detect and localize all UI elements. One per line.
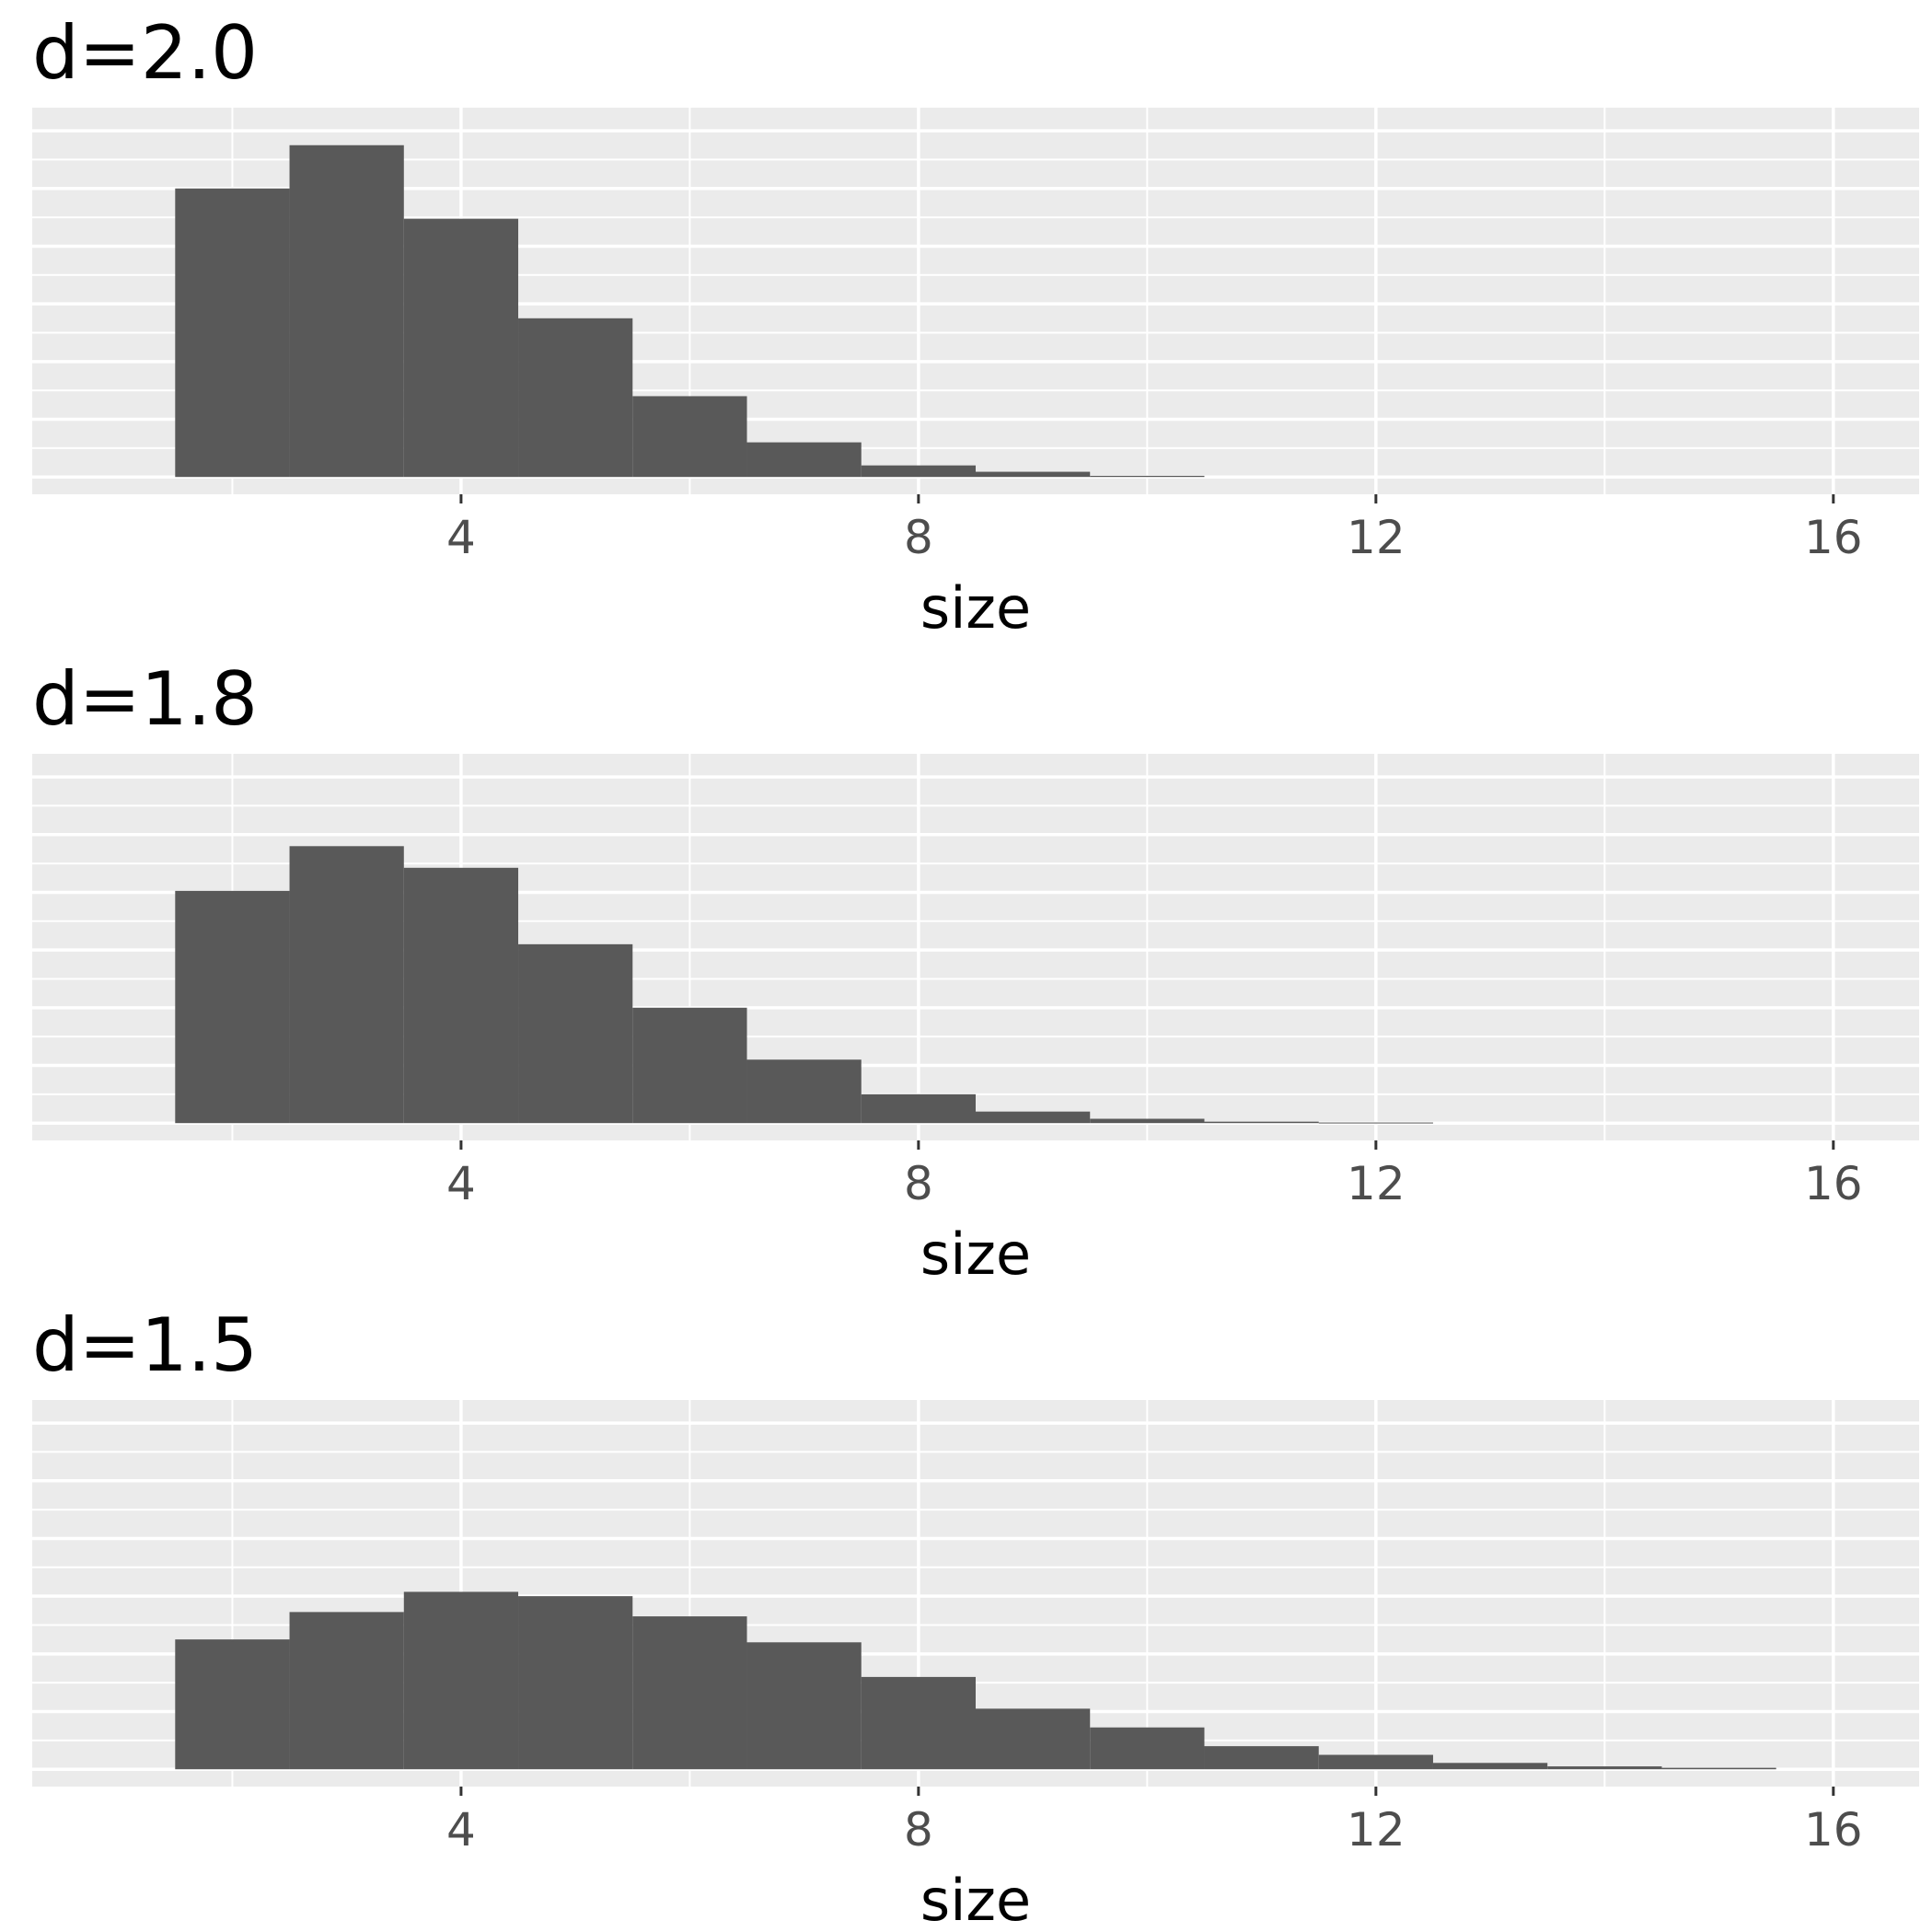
histogram-bar bbox=[403, 1591, 519, 1770]
x-axis-label: size bbox=[920, 574, 1031, 642]
histogram-bar bbox=[289, 846, 404, 1124]
histogram-bar bbox=[1547, 1766, 1662, 1770]
histogram-bar bbox=[1432, 1763, 1548, 1770]
x-tick-label: 4 bbox=[446, 1803, 476, 1857]
histogram-bar bbox=[175, 188, 290, 478]
histogram-bar bbox=[175, 1639, 290, 1770]
histogram-bar bbox=[289, 1612, 404, 1770]
histogram-bar bbox=[632, 1007, 747, 1124]
histogram-bar bbox=[746, 442, 862, 478]
x-tick-label: 8 bbox=[904, 1803, 933, 1857]
histogram-bar bbox=[1204, 1746, 1319, 1770]
panel-title: d=1.5 bbox=[32, 1302, 258, 1388]
histogram-bar bbox=[861, 465, 976, 478]
x-tick-label: 4 bbox=[446, 1157, 476, 1210]
histogram-bar bbox=[1661, 1767, 1776, 1770]
x-tick-label: 4 bbox=[446, 511, 476, 564]
x-tick-label: 16 bbox=[1804, 1803, 1863, 1857]
x-tick-label: 8 bbox=[904, 511, 933, 564]
panel-title: d=2.0 bbox=[32, 10, 258, 96]
histogram-bar bbox=[403, 867, 519, 1124]
histogram-bar bbox=[518, 943, 633, 1124]
histogram-bar bbox=[632, 396, 747, 478]
histogram-bar bbox=[976, 1111, 1091, 1124]
histogram-bar bbox=[976, 1708, 1091, 1770]
histogram-bar bbox=[861, 1093, 976, 1124]
histogram-bar bbox=[746, 1059, 862, 1124]
x-tick-label: 12 bbox=[1347, 511, 1406, 564]
x-tick-label: 12 bbox=[1347, 1803, 1406, 1857]
histogram-bar bbox=[1204, 1121, 1319, 1124]
histogram-bar bbox=[1090, 1118, 1205, 1124]
histogram-bar bbox=[518, 1596, 633, 1770]
histogram-bar bbox=[1090, 1727, 1205, 1770]
histogram-bar bbox=[289, 145, 404, 478]
histogram-bar bbox=[518, 318, 633, 478]
x-tick-label: 16 bbox=[1804, 1157, 1863, 1210]
histogram-bar bbox=[861, 1676, 976, 1770]
x-tick-label: 8 bbox=[904, 1157, 933, 1210]
x-axis-label: size bbox=[920, 1867, 1031, 1932]
histogram-bar bbox=[746, 1642, 862, 1770]
panel-title: d=1.8 bbox=[32, 656, 258, 742]
x-axis-label: size bbox=[920, 1221, 1031, 1288]
histogram-bar bbox=[175, 890, 290, 1124]
histogram-bar bbox=[632, 1616, 747, 1770]
x-tick-label: 16 bbox=[1804, 511, 1863, 564]
histogram-bar bbox=[403, 218, 519, 478]
histogram-bar bbox=[1318, 1754, 1433, 1770]
histogram-bar bbox=[1090, 475, 1205, 478]
histogram-bar bbox=[1318, 1122, 1433, 1124]
histogram-bar bbox=[976, 471, 1091, 478]
x-tick-label: 12 bbox=[1347, 1157, 1406, 1210]
